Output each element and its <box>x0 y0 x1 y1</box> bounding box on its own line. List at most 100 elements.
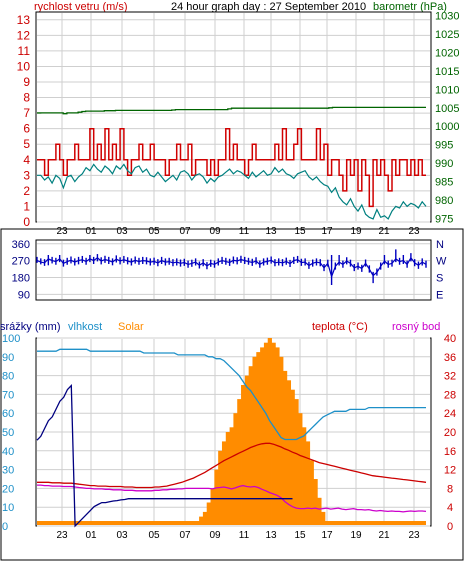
solar-legend-label: Solar <box>118 321 144 333</box>
solar-bar <box>202 511 208 525</box>
temperature-tick-label: 28 <box>444 389 456 401</box>
solar-bar <box>237 399 242 525</box>
solar-bar <box>309 460 314 525</box>
solar-bar <box>206 502 211 525</box>
compass-tick-label: N <box>436 239 444 251</box>
solar-bar <box>294 399 299 525</box>
x-tick-label: 01 <box>85 226 97 237</box>
x-tick-label: 03 <box>116 226 128 237</box>
temperature-tick-label: 4 <box>447 502 453 514</box>
solar-bar <box>244 375 250 525</box>
x-tick-label: 03 <box>116 530 128 541</box>
x-tick-label: 07 <box>179 530 191 541</box>
temperature-tick-label: 24 <box>444 408 456 420</box>
temperature-tick-label: 20 <box>444 427 456 439</box>
wind-tick-label: 8 <box>23 91 30 105</box>
temperature-tick-label: 8 <box>447 483 453 495</box>
temperature-tick-label: 12 <box>444 465 456 477</box>
temperature-legend-label: teplota (°C) <box>312 321 368 333</box>
page-title: 24 hour graph day : 27 September 2010 <box>171 1 366 13</box>
wind-average-line <box>37 163 427 220</box>
pressure-tick-label: 1000 <box>435 121 459 133</box>
wind-tick-label: 2 <box>23 184 30 198</box>
x-tick-label: 15 <box>294 530 306 541</box>
pressure-tick-label: 990 <box>435 158 453 170</box>
dewpoint-legend-label: rosný bod <box>392 321 440 333</box>
direction-tick-label: 90 <box>18 289 30 301</box>
pressure-tick-label: 975 <box>435 213 453 225</box>
solar-bar <box>233 413 238 525</box>
direction-tick-label: 180 <box>12 273 30 285</box>
solar-bar <box>260 347 265 525</box>
x-tick-label: 13 <box>265 226 277 237</box>
solar-bar <box>321 511 326 525</box>
solar-bar <box>290 389 295 525</box>
wind-tick-label: 1 <box>23 199 30 213</box>
pressure-tick-label: 1030 <box>435 11 459 23</box>
solar-bar <box>214 469 219 525</box>
solar-bar <box>282 370 288 525</box>
pressure-tick-label: 1005 <box>435 103 459 115</box>
x-tick-label: 05 <box>148 226 160 237</box>
solar-bar <box>221 441 227 525</box>
direction-tick-label: 360 <box>12 239 30 251</box>
x-tick-label: 09 <box>209 226 221 237</box>
pressure-tick-label: 1025 <box>435 29 459 41</box>
pressure-axis-label: barometr (hPa) <box>373 1 447 13</box>
humidity-tick-label: 50 <box>2 427 14 439</box>
wind-tick-label: 4 <box>23 153 30 167</box>
solar-bar <box>286 380 292 525</box>
humidity-tick-label: 40 <box>2 446 14 458</box>
solar-bar <box>252 356 257 525</box>
solar-bar <box>305 441 311 525</box>
temperature-line <box>37 442 427 489</box>
solar-bar <box>313 479 318 525</box>
x-tick-label: 23 <box>56 226 68 237</box>
x-tick-label: 21 <box>378 530 390 541</box>
x-tick-label: 17 <box>321 530 333 541</box>
dewpoint-line <box>37 484 427 513</box>
solar-baseline <box>37 521 426 525</box>
temperature-tick-label: 36 <box>444 352 456 364</box>
solar-bar <box>298 413 303 525</box>
solar-bar <box>225 432 230 525</box>
wind-tick-label: 13 <box>17 13 31 27</box>
solar-bar <box>199 516 204 525</box>
x-tick-label: 23 <box>408 530 420 541</box>
x-tick-label: 17 <box>321 226 333 237</box>
pressure-tick-label: 1020 <box>435 48 459 60</box>
compass-tick-label: W <box>436 256 447 268</box>
pressure-tick-label: 995 <box>435 140 453 152</box>
humidity-tick-label: 10 <box>2 502 14 514</box>
solar-bar <box>317 497 322 525</box>
solar-bar <box>302 427 307 525</box>
solar-bar <box>271 342 276 525</box>
humidity-tick-label: 90 <box>2 352 14 364</box>
rain-line <box>36 384 293 528</box>
x-tick-label: 13 <box>265 530 277 541</box>
humidity-tick-label: 0 <box>2 521 8 533</box>
compass-tick-label: E <box>436 289 443 301</box>
wind-gust-line <box>37 127 426 208</box>
x-tick-label: 07 <box>179 226 191 237</box>
wind-tick-label: 0 <box>23 215 30 229</box>
x-tick-label: 01 <box>85 530 97 541</box>
temperature-tick-label: 32 <box>444 371 456 383</box>
x-tick-label: 09 <box>209 530 221 541</box>
x-tick-label: 11 <box>239 530 250 541</box>
x-tick-label: 15 <box>294 226 306 237</box>
wind-tick-label: 5 <box>23 137 30 151</box>
humidity-tick-label: 80 <box>2 371 14 383</box>
wind-tick-label: 3 <box>23 168 30 182</box>
solar-bar <box>279 356 284 525</box>
direction-tick-label: 270 <box>12 256 30 268</box>
humidity-tick-label: 70 <box>2 389 14 401</box>
x-tick-label: 21 <box>378 226 390 237</box>
direction-line <box>36 256 427 279</box>
wind-tick-label: 6 <box>23 122 30 136</box>
lower-panels-border <box>0 228 464 561</box>
solar-bar <box>256 352 261 525</box>
x-tick-label: 19 <box>350 226 362 237</box>
wind-tick-label: 11 <box>18 44 31 58</box>
